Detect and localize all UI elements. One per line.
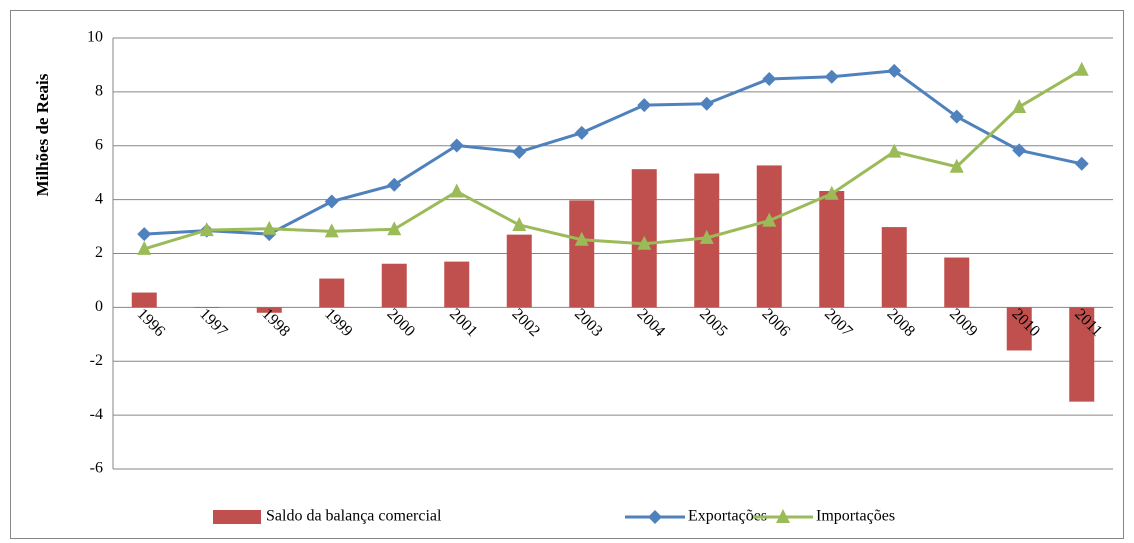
marker [387, 177, 402, 192]
bar [1006, 307, 1032, 351]
bar [444, 261, 470, 308]
y-axis-title: Milhões de Reais [33, 73, 52, 196]
legend-label: Saldo da balança comercial [266, 508, 442, 525]
marker [824, 185, 839, 200]
marker [137, 240, 152, 255]
marker [637, 98, 652, 113]
bar [756, 165, 782, 308]
legend-swatch [213, 510, 261, 524]
chart-border [10, 10, 1124, 539]
bar [506, 234, 532, 308]
marker [949, 109, 964, 124]
bar [944, 257, 970, 308]
y-tick-label: 2 [95, 244, 103, 261]
marker [887, 63, 902, 78]
marker [887, 143, 902, 158]
y-tick-label: -4 [90, 406, 103, 423]
marker [574, 125, 589, 140]
marker [512, 144, 527, 159]
marker [762, 212, 777, 227]
bar [381, 263, 407, 308]
marker [762, 71, 777, 86]
y-tick-label: -2 [90, 352, 103, 369]
bar [881, 227, 907, 308]
marker [637, 235, 652, 250]
bar [569, 200, 595, 308]
legend-marker [776, 509, 790, 523]
marker [512, 216, 527, 231]
marker [137, 227, 152, 242]
bar [131, 292, 157, 308]
bar [819, 191, 845, 308]
y-tick-label: 4 [95, 190, 103, 207]
marker [1074, 61, 1089, 76]
legend-label: Importações [816, 508, 895, 525]
marker [449, 138, 464, 153]
bar [256, 307, 282, 313]
legend-marker [648, 510, 662, 524]
marker [324, 223, 339, 238]
bar [319, 278, 345, 308]
y-tick-label: 8 [95, 83, 103, 100]
marker [262, 220, 277, 235]
marker [699, 229, 714, 244]
marker [574, 231, 589, 246]
marker [199, 222, 214, 237]
marker [1012, 143, 1027, 158]
bar [194, 307, 220, 308]
marker [1074, 156, 1089, 171]
marker [1012, 98, 1027, 113]
line [143, 68, 1083, 251]
legend-label: Exportações [688, 508, 767, 525]
marker [449, 183, 464, 198]
marker [949, 158, 964, 173]
y-tick-label: 10 [87, 29, 103, 46]
y-tick-label: 6 [95, 136, 103, 153]
marker [387, 221, 402, 236]
bar [1069, 307, 1095, 402]
marker [324, 194, 339, 209]
marker [699, 96, 714, 111]
marker [824, 69, 839, 84]
y-tick-label: 0 [95, 298, 103, 315]
line [144, 69, 1083, 236]
y-tick-label: -6 [90, 460, 103, 477]
